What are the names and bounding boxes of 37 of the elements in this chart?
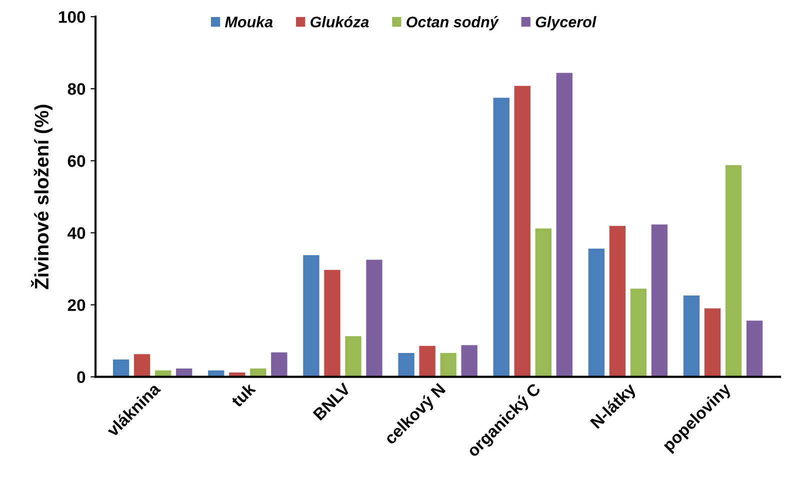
bar	[250, 368, 266, 377]
bar	[419, 346, 436, 377]
legend-label: Glycerol	[536, 16, 596, 30]
bar	[112, 360, 130, 377]
bar	[303, 255, 320, 377]
bar	[461, 345, 478, 377]
bar	[514, 86, 530, 377]
bar	[683, 295, 700, 377]
y-axis-title: Živinové složení (%)	[30, 104, 52, 290]
bar	[398, 353, 414, 377]
bar	[345, 336, 362, 377]
legend-label: Mouka	[224, 16, 273, 28]
bar	[609, 226, 626, 377]
y-tick-label: 100	[59, 11, 86, 23]
bar	[630, 288, 647, 377]
bar	[725, 165, 742, 377]
bar	[271, 352, 288, 377]
y-tick-label: 80	[68, 83, 86, 95]
bar	[176, 368, 192, 377]
bar	[324, 270, 340, 377]
bar	[366, 260, 382, 377]
y-tick-label: 60	[68, 155, 86, 167]
bar	[651, 224, 668, 377]
bar	[746, 320, 763, 377]
bar	[588, 248, 605, 377]
y-tick-label: 40	[68, 227, 86, 239]
bar	[704, 308, 721, 377]
legend-label: Glukóza	[310, 16, 369, 28]
bar	[535, 228, 552, 377]
bar	[134, 354, 150, 377]
y-tick-label: 20	[68, 299, 86, 312]
bar	[556, 72, 572, 377]
x-tick-label: tuk	[230, 382, 256, 408]
bar	[493, 98, 510, 377]
y-tick-label: 0	[77, 371, 86, 384]
legend-label: Octan sodný	[406, 16, 500, 30]
bar	[440, 353, 456, 377]
